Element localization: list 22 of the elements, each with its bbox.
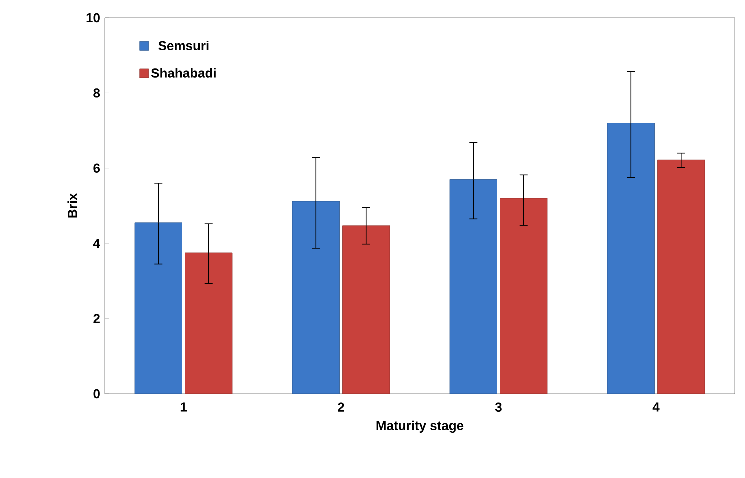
y-tick-label: 4 (93, 239, 100, 248)
y-axis-title: Brix (68, 193, 78, 218)
x-axis-title: Maturity stage (376, 420, 464, 434)
x-tick-label: 3 (495, 402, 502, 412)
bar (185, 252, 233, 394)
x-tick-label: 1 (180, 402, 188, 412)
bar (342, 226, 390, 394)
x-tick-label: 4 (652, 402, 660, 412)
y-tick-label: 2 (94, 314, 100, 324)
bar (658, 160, 706, 394)
legend-label: Shahabadi (151, 68, 216, 78)
bar (607, 123, 655, 394)
y-tick-label: 0 (94, 389, 100, 399)
bar (134, 222, 182, 394)
bar (292, 201, 340, 394)
bar (450, 179, 498, 394)
y-tick-label: 10 (86, 13, 100, 23)
bar (500, 198, 548, 394)
legend-label: Semsuri (158, 40, 209, 51)
x-tick-label: 2 (338, 402, 344, 412)
y-tick-label: 8 (94, 88, 100, 98)
y-tick-label: 6 (94, 164, 100, 173)
